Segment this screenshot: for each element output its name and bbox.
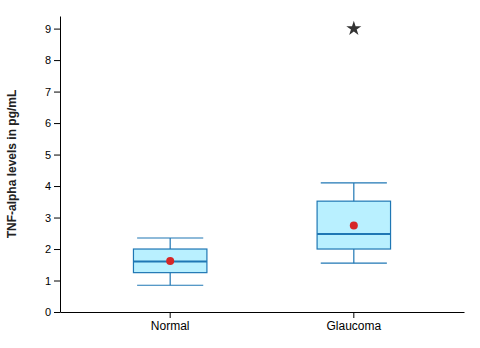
y-tick-mark <box>54 123 60 124</box>
x-axis: Normal Glaucoma <box>61 312 465 333</box>
y-tick: 2 <box>45 243 60 255</box>
whisker-low <box>170 273 171 286</box>
y-tick-mark <box>54 249 60 250</box>
y-tick: 1 <box>45 275 60 287</box>
y-tick-label: 5 <box>45 149 51 161</box>
x-tick: Glaucoma <box>326 312 381 333</box>
whisker-cap-low <box>321 263 387 264</box>
y-axis: 0 1 2 3 4 5 6 7 8 9 <box>45 17 61 319</box>
y-tick: 4 <box>45 180 60 192</box>
y-tick-label: 4 <box>45 180 51 192</box>
y-tick-mark <box>54 281 60 282</box>
median <box>317 233 390 235</box>
y-tick-mark <box>54 92 60 93</box>
x-axis-line <box>61 312 465 313</box>
marks <box>133 21 390 286</box>
y-tick-label: 0 <box>45 306 51 318</box>
plot: 0 1 2 3 4 5 6 7 8 9 Normal Glaucoma <box>45 17 465 333</box>
y-tick-mark <box>54 60 60 61</box>
y-tick-label: 8 <box>45 54 51 66</box>
mean <box>350 221 358 229</box>
y-tick: 5 <box>45 149 60 161</box>
box-group <box>317 21 390 263</box>
x-tick-label: Glaucoma <box>326 319 381 333</box>
y-axis-line <box>60 17 61 313</box>
x-tick-mark <box>353 312 354 318</box>
whisker-cap-low <box>137 285 203 286</box>
box-group <box>133 238 206 285</box>
whisker-high <box>353 183 354 201</box>
y-axis-title: TNF-alpha levels in pg/mL <box>5 90 19 239</box>
y-tick-label: 6 <box>45 117 51 129</box>
y-tick: 9 <box>45 23 60 35</box>
y-tick-label: 3 <box>45 212 51 224</box>
chart: 0 1 2 3 4 5 6 7 8 9 Normal Glaucoma TNF-alpha levels… <box>0 0 480 348</box>
box <box>317 201 390 249</box>
y-tick-mark <box>54 155 60 156</box>
x-tick-label: Normal <box>151 319 190 333</box>
y-tick: 7 <box>45 86 60 98</box>
y-tick: 6 <box>45 117 60 129</box>
y-tick: 8 <box>45 54 60 66</box>
whisker-cap-high <box>321 182 387 183</box>
whisker-cap-high <box>137 237 203 238</box>
mean <box>166 257 174 265</box>
y-tick-mark <box>54 218 60 219</box>
whisker-low <box>353 249 354 263</box>
y-tick: 3 <box>45 212 60 224</box>
y-tick: 0 <box>45 306 60 318</box>
y-tick-label: 2 <box>45 243 51 255</box>
y-tick-mark <box>54 29 60 30</box>
y-tick-mark <box>54 186 60 187</box>
box <box>133 249 206 273</box>
y-tick-mark <box>54 312 60 313</box>
y-tick-label: 9 <box>45 23 51 35</box>
x-tick: Normal <box>151 312 190 333</box>
outlier <box>346 21 361 35</box>
x-tick-mark <box>170 312 171 318</box>
whisker-high <box>170 238 171 249</box>
y-tick-label: 7 <box>45 86 51 98</box>
y-tick-label: 1 <box>45 275 51 287</box>
